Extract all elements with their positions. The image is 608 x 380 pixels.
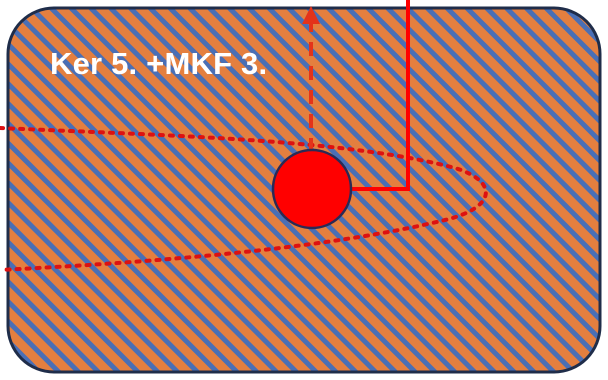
dotted-boundary-curve — [0, 126, 488, 272]
diagram-label: Ker 5. +MKF 3. — [50, 46, 268, 81]
red-connector-line — [352, 0, 410, 191]
red-node-outline — [271, 148, 353, 230]
red-node-circle — [273, 150, 351, 228]
arrow-up-icon — [302, 6, 320, 24]
